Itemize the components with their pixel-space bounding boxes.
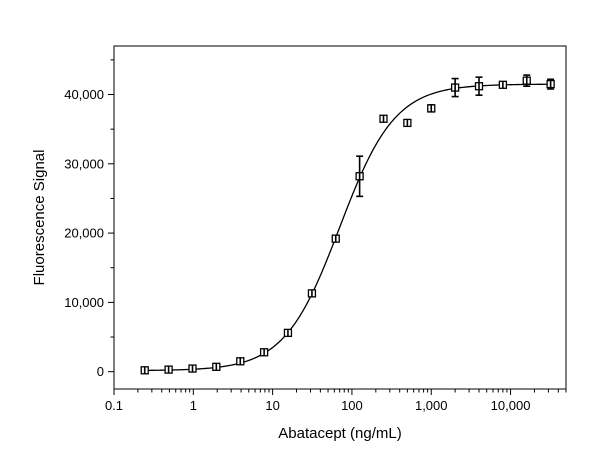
y-axis: 0 10,000 20,000 30,000 40,000: [64, 59, 114, 379]
fit-curve-layer: [144, 83, 551, 372]
data-point: [140, 366, 149, 375]
x-tick-label: 10: [265, 398, 279, 413]
plot-area: [113, 45, 567, 390]
data-point: [283, 328, 293, 338]
data-point: [474, 76, 484, 96]
data-point: [450, 77, 460, 98]
data-points-layer: [140, 74, 555, 375]
y-tick-label: 30,000: [64, 156, 104, 171]
data-point: [259, 348, 269, 357]
y-tick-label: 20,000: [64, 226, 104, 241]
data-point: [331, 234, 340, 243]
y-axis-title: Fluorescence Signal: [31, 150, 48, 286]
data-point: [427, 104, 436, 113]
data-point: [188, 364, 197, 373]
x-tick-label: 100: [341, 398, 363, 413]
data-point: [379, 114, 388, 123]
data-point: [403, 118, 412, 128]
data-point: [307, 289, 317, 298]
x-tick-label: 1: [190, 398, 197, 413]
x-axis: 0.1 1 10 100 1,000 10,000: [105, 389, 567, 413]
data-point: [498, 80, 508, 89]
data-point: [212, 362, 221, 371]
x-tick-label: 10,000: [491, 398, 531, 413]
y-tick-label: 0: [97, 364, 104, 379]
x-tick-label: 1,000: [415, 398, 448, 413]
data-point: [522, 74, 531, 87]
y-tick-label: 40,000: [64, 87, 104, 102]
data-point: [355, 155, 364, 198]
x-axis-title: Abatacept (ng/mL): [278, 425, 401, 442]
x-tick-label: 0.1: [105, 398, 123, 413]
data-point: [236, 357, 245, 366]
data-point: [546, 78, 555, 90]
plot-frame: [113, 45, 567, 390]
y-tick-label: 10,000: [64, 295, 104, 310]
fit-curve: [144, 83, 551, 372]
data-point: [164, 365, 173, 374]
